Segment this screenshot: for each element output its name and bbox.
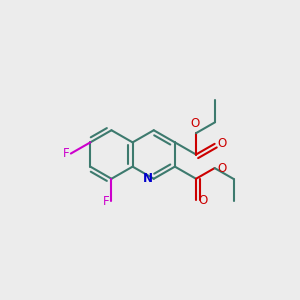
Text: O: O <box>190 117 200 130</box>
Text: O: O <box>218 137 227 150</box>
Text: F: F <box>103 195 110 208</box>
Text: N: N <box>142 172 153 185</box>
Text: O: O <box>199 194 208 207</box>
Text: F: F <box>62 147 69 160</box>
Text: O: O <box>218 162 227 175</box>
